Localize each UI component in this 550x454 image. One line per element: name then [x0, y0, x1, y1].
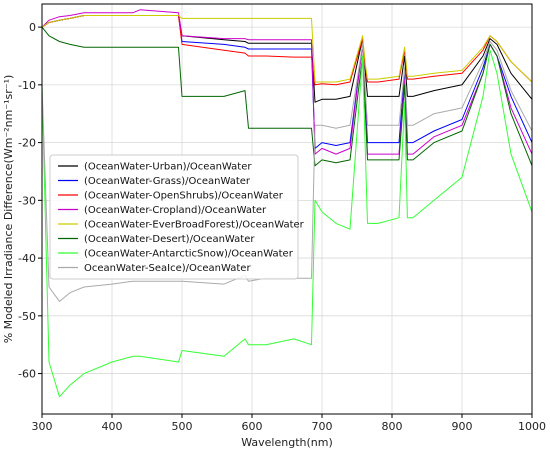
series-line-2: [41, 15, 533, 86]
y-tick-label: -20: [18, 137, 36, 150]
y-tick-label: -30: [18, 194, 36, 207]
legend-label: (OceanWater-Grass)/OceanWater: [84, 176, 251, 187]
legend-label: (OceanWater-OpenShrubs)/OceanWater: [84, 191, 284, 202]
legend-box: [49, 154, 299, 280]
y-tick-label: -40: [18, 252, 36, 265]
x-tick-label: 700: [312, 420, 333, 433]
x-tick-label: 900: [452, 420, 473, 433]
y-tick-label: -60: [18, 368, 36, 381]
x-axis-label: Wavelength(nm): [241, 436, 333, 449]
y-axis-ticks: 0 -10 -20 -30 -40 -50 -60: [18, 21, 42, 381]
x-tick-label: 800: [382, 420, 403, 433]
legend-label: (OceanWater-Desert)/OceanWater: [84, 234, 255, 245]
y-tick-label: -50: [18, 310, 36, 323]
x-tick-label: 500: [172, 420, 193, 433]
x-tick-label: 300: [32, 420, 53, 433]
series-line-7: [41, 41, 533, 302]
legend-label: (OceanWater-Cropland)/OceanWater: [84, 205, 267, 216]
x-axis-ticks: 300 400 500 600 700 800 900 1000: [32, 414, 546, 433]
y-tick-label: 0: [29, 21, 36, 34]
series-line-4: [41, 15, 533, 83]
legend: (OceanWater-Urban)/OceanWater (OceanWater…: [49, 154, 305, 280]
legend-label: (OceanWater-EverBroadForest)/OceanWater: [84, 220, 305, 231]
legend-label: OceanWater-SeaIce)/OceanWater: [84, 263, 251, 274]
legend-label: (OceanWater-AntarcticSnow)/OceanWater: [84, 249, 294, 260]
y-axis-label: % Modeled Irradiance Difference(Wm⁻²nm⁻¹…: [2, 75, 15, 344]
x-tick-label: 600: [242, 420, 263, 433]
x-tick-label: 400: [102, 420, 123, 433]
x-tick-label: 1000: [518, 420, 546, 433]
series-layer: [41, 9, 533, 398]
y-tick-label: -10: [18, 79, 36, 92]
series-line-6: [41, 49, 533, 398]
plot-frame: [41, 3, 533, 415]
series-line-5: [41, 26, 533, 167]
series-line-0: [41, 15, 533, 103]
series-line-3: [41, 9, 533, 155]
legend-label: (OceanWater-Urban)/OceanWater: [84, 162, 252, 173]
